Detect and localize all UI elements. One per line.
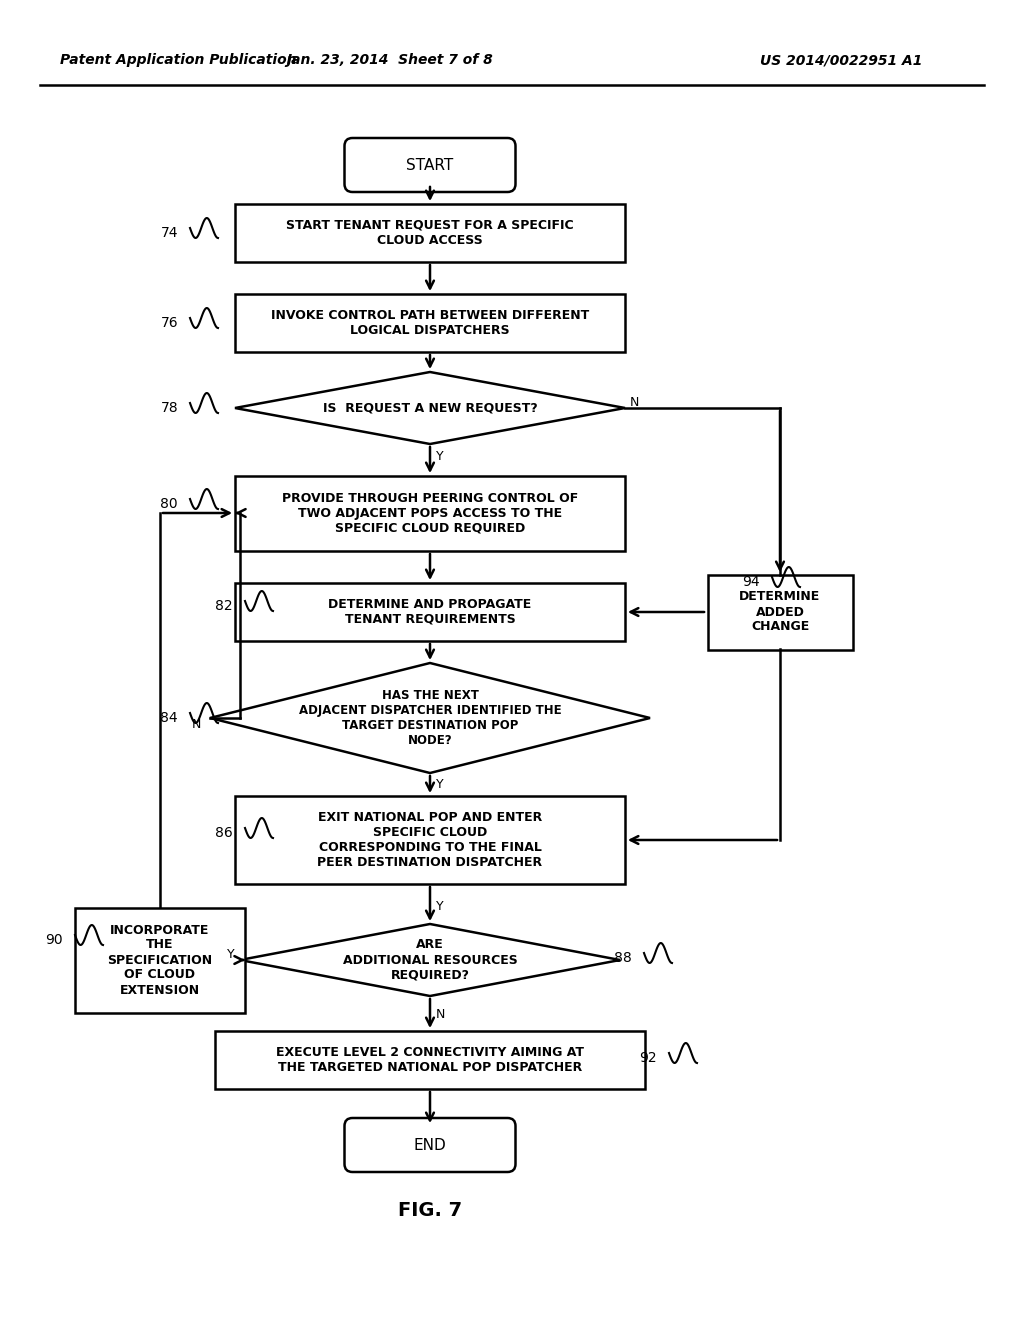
Bar [234,205,625,261]
Text: N: N [436,1007,445,1020]
Text: 86: 86 [215,826,233,840]
Text: 92: 92 [639,1051,657,1065]
Bar [234,475,625,550]
Text: 74: 74 [161,226,178,240]
Text: START: START [407,157,454,173]
Bar [234,796,625,884]
Text: EXECUTE LEVEL 2 CONNECTIVITY AIMING AT
THE TARGETED NATIONAL POP DISPATCHER: EXECUTE LEVEL 2 CONNECTIVITY AIMING AT T… [276,1045,584,1074]
Text: US 2014/0022951 A1: US 2014/0022951 A1 [760,53,923,67]
Text: INCORPORATE
THE
SPECIFICATION
OF CLOUD
EXTENSION: INCORPORATE THE SPECIFICATION OF CLOUD E… [108,924,213,997]
Text: HAS THE NEXT
ADJACENT DISPATCHER IDENTIFIED THE
TARGET DESTINATION POP
NODE?: HAS THE NEXT ADJACENT DISPATCHER IDENTIF… [299,689,561,747]
Text: DETERMINE
ADDED
CHANGE: DETERMINE ADDED CHANGE [739,590,820,634]
FancyBboxPatch shape [344,139,515,191]
Polygon shape [210,663,650,774]
Polygon shape [240,924,620,997]
Text: DETERMINE AND PROPAGATE
TENANT REQUIREMENTS: DETERMINE AND PROPAGATE TENANT REQUIREME… [329,598,531,626]
Text: IS  REQUEST A NEW REQUEST?: IS REQUEST A NEW REQUEST? [323,401,538,414]
Text: Patent Application Publication: Patent Application Publication [60,53,297,67]
Text: INVOKE CONTROL PATH BETWEEN DIFFERENT
LOGICAL DISPATCHERS: INVOKE CONTROL PATH BETWEEN DIFFERENT LO… [271,309,589,337]
Text: Y: Y [436,450,443,462]
Text: ARE
ADDITIONAL RESOURCES
REQUIRED?: ARE ADDITIONAL RESOURCES REQUIRED? [343,939,517,982]
Text: Y: Y [436,899,443,912]
Text: 94: 94 [742,576,760,589]
Text: END: END [414,1138,446,1152]
Text: 84: 84 [161,711,178,725]
Text: FIG. 7: FIG. 7 [398,1200,462,1220]
Text: Y: Y [436,777,443,791]
Bar [708,574,853,649]
Text: 80: 80 [161,498,178,511]
Text: 76: 76 [161,315,178,330]
Text: 90: 90 [45,933,63,946]
Text: EXIT NATIONAL POP AND ENTER
SPECIFIC CLOUD
CORRESPONDING TO THE FINAL
PEER DESTI: EXIT NATIONAL POP AND ENTER SPECIFIC CLO… [317,810,543,869]
Bar [215,1031,645,1089]
Polygon shape [234,372,625,444]
Bar [234,294,625,352]
Text: N: N [191,718,201,730]
Text: 82: 82 [215,599,233,612]
FancyBboxPatch shape [344,1118,515,1172]
Bar [234,583,625,642]
Text: 88: 88 [614,950,632,965]
Text: Jan. 23, 2014  Sheet 7 of 8: Jan. 23, 2014 Sheet 7 of 8 [287,53,494,67]
Text: N: N [630,396,639,408]
Text: Y: Y [227,949,234,961]
Bar [75,908,245,1012]
Text: PROVIDE THROUGH PEERING CONTROL OF
TWO ADJACENT POPS ACCESS TO THE
SPECIFIC CLOU: PROVIDE THROUGH PEERING CONTROL OF TWO A… [282,491,579,535]
Text: 78: 78 [161,401,178,414]
Text: START TENANT REQUEST FOR A SPECIFIC
CLOUD ACCESS: START TENANT REQUEST FOR A SPECIFIC CLOU… [286,219,573,247]
